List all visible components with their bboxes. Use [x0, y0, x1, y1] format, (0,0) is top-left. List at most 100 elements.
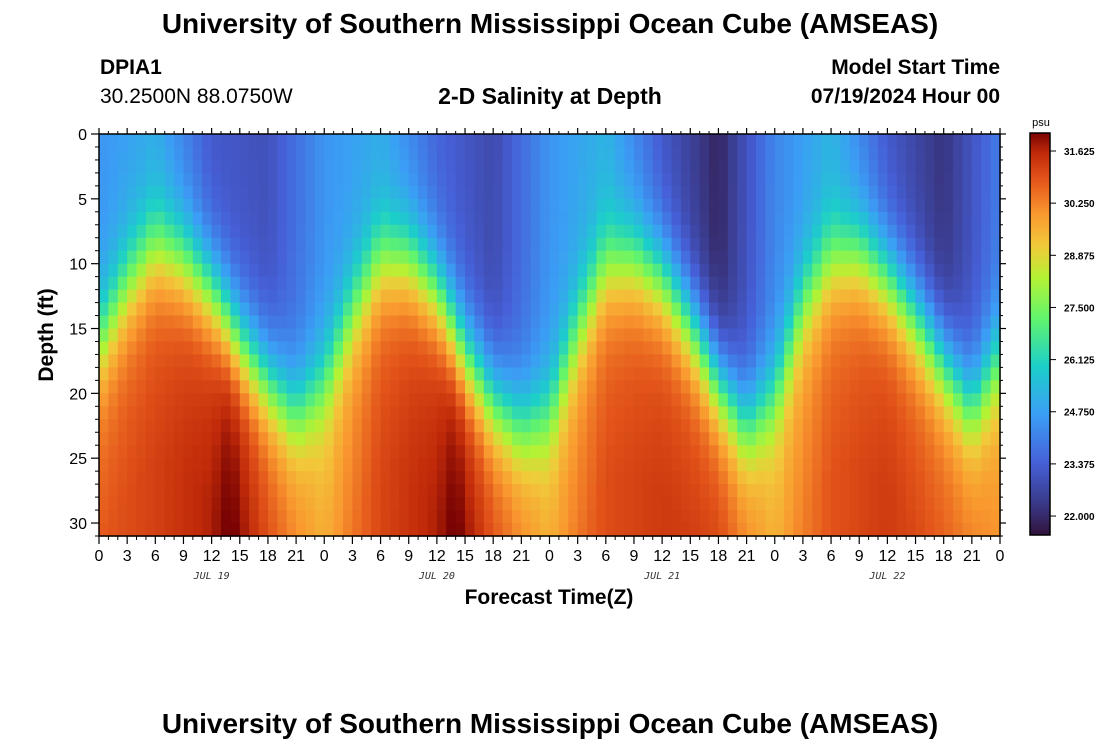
heatmap-cell	[483, 134, 494, 148]
heatmap-cell	[286, 198, 297, 213]
heatmap-cell	[511, 523, 523, 537]
heatmap-cell	[314, 367, 325, 382]
heatmap-cell	[380, 432, 391, 446]
heatmap-cell	[662, 380, 673, 395]
heatmap-cell	[361, 328, 372, 343]
heatmap-cell	[239, 302, 250, 317]
heatmap-cell	[962, 497, 973, 511]
heatmap-cell	[211, 289, 222, 304]
heatmap-cell	[709, 458, 720, 472]
heatmap-cell	[408, 406, 419, 420]
heatmap-cell	[587, 328, 598, 343]
heatmap-cell	[127, 250, 138, 265]
heatmap-cell	[127, 432, 138, 446]
heatmap-cell	[221, 315, 232, 330]
heatmap-cell	[568, 211, 579, 226]
heatmap-cell	[511, 510, 523, 524]
heatmap-cell	[605, 276, 616, 291]
heatmap-cell	[558, 146, 569, 161]
heatmap-cell	[502, 393, 513, 408]
heatmap-cell	[493, 354, 504, 369]
heatmap-cell	[267, 432, 279, 446]
heatmap-cell	[502, 419, 513, 433]
heatmap-cell	[699, 146, 710, 161]
heatmap-cell	[802, 198, 813, 213]
heatmap-cell	[389, 185, 401, 200]
heatmap-cell	[202, 471, 213, 485]
heatmap-cell	[906, 263, 917, 278]
heatmap-cell	[399, 328, 410, 343]
heatmap-cell	[530, 458, 541, 472]
heatmap-cell	[296, 393, 307, 408]
heatmap-cell	[849, 445, 860, 459]
heatmap-cell	[802, 419, 813, 433]
heatmap-cell	[699, 276, 710, 291]
heatmap-cell	[558, 250, 569, 265]
heatmap-cell	[662, 146, 673, 161]
heatmap-cell	[249, 250, 260, 265]
heatmap-cell	[577, 250, 588, 265]
heatmap-cell	[239, 289, 250, 304]
heatmap-cell	[371, 380, 382, 395]
heatmap-cell	[408, 393, 419, 408]
heatmap-cell	[662, 393, 673, 408]
x-tick-label: 0	[545, 548, 554, 565]
heatmap-cell	[183, 445, 194, 459]
heatmap-cell	[352, 523, 363, 537]
heatmap-cell	[793, 315, 804, 330]
heatmap-cell	[455, 523, 466, 537]
heatmap-cell	[127, 198, 138, 213]
heatmap-cell	[530, 211, 541, 226]
heatmap-cell	[521, 211, 532, 226]
heatmap-cell	[990, 302, 1001, 317]
heatmap-cell	[727, 523, 738, 537]
heatmap-cell	[343, 406, 354, 420]
heatmap-cell	[239, 406, 250, 420]
heatmap-cell	[249, 198, 260, 213]
heatmap-cell	[868, 224, 879, 239]
heatmap-cell	[192, 328, 203, 343]
heatmap-cell	[314, 185, 325, 200]
heatmap-cell	[906, 146, 917, 161]
heatmap-cell	[418, 367, 429, 382]
heatmap-cell	[802, 497, 813, 511]
heatmap-cell	[558, 224, 569, 239]
heatmap-cell	[596, 185, 607, 200]
heatmap-cell	[493, 276, 504, 291]
heatmap-cell	[971, 419, 982, 433]
heatmap-cell	[943, 380, 954, 395]
heatmap-cell	[183, 185, 194, 200]
heatmap-cell	[558, 172, 569, 187]
heatmap-cell	[765, 172, 776, 187]
day-label: JUL 21	[643, 571, 680, 582]
heatmap-cell	[774, 146, 785, 161]
heatmap-cell	[380, 458, 391, 472]
heatmap-cell	[643, 367, 654, 382]
heatmap-cell	[530, 523, 541, 537]
heatmap-cell	[821, 354, 832, 369]
heatmap-cell	[755, 445, 767, 459]
heatmap-cell	[868, 250, 879, 265]
heatmap-cell	[192, 367, 203, 382]
x-tick-label: 18	[935, 548, 953, 565]
heatmap-cell	[549, 419, 560, 433]
heatmap-cell	[831, 419, 842, 433]
heatmap-cell	[418, 237, 429, 252]
heatmap-cell	[164, 276, 175, 291]
heatmap-cell	[117, 484, 128, 498]
heatmap-cell	[924, 445, 936, 459]
heatmap-cell	[286, 341, 297, 356]
heatmap-cell	[605, 224, 616, 239]
heatmap-cell	[211, 302, 222, 317]
heatmap-cell	[418, 315, 429, 330]
heatmap-cell	[990, 185, 1001, 200]
heatmap-cell	[361, 341, 372, 356]
heatmap-cell	[202, 276, 213, 291]
heatmap-cell	[164, 250, 175, 265]
heatmap-cell	[258, 406, 269, 420]
heatmap-cell	[164, 380, 175, 395]
heatmap-cell	[352, 263, 363, 278]
heatmap-cell	[812, 315, 823, 330]
heatmap-cell	[267, 146, 279, 161]
heatmap-cell	[896, 289, 907, 304]
